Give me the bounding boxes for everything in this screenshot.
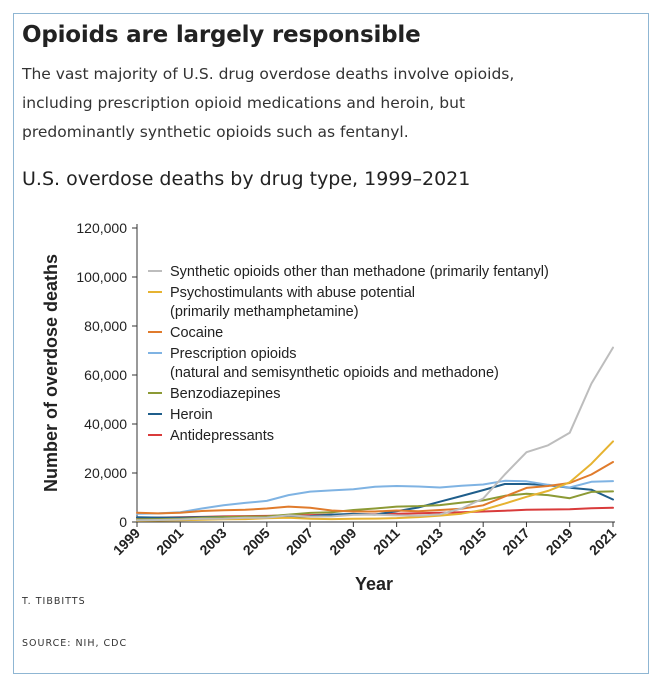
x-tick-label: 2017 <box>499 525 532 558</box>
card-description: The vast majority of U.S. drug overdose … <box>22 65 515 141</box>
series-line-cocaine <box>136 461 614 515</box>
legend-label: Prescription opioids (natural and semisyn… <box>170 346 499 381</box>
chart-title: U.S. overdose deaths by drug type, 1999–… <box>22 168 471 190</box>
legend-label: Heroin <box>170 407 213 423</box>
legend-label: Psychostimulants with abuse potential (pr… <box>170 285 415 320</box>
source-note: SOURCE: NIH, CDC <box>22 638 128 649</box>
y-tick-label: 80,000 <box>84 318 127 334</box>
series-line-synthetic-opioids-other-than-methadone-primarily-fentanyl <box>136 346 614 522</box>
x-tick-label: 2021 <box>586 525 619 558</box>
chart-legend: Synthetic opioids other than methadone (… <box>148 264 549 444</box>
x-axis-label: Year <box>355 574 393 594</box>
x-tick-label: 2019 <box>543 525 576 558</box>
y-tick-label: 100,000 <box>76 269 127 285</box>
chart-series-lines <box>136 346 614 522</box>
legend-label: Synthetic opioids other than methadone (… <box>170 264 549 280</box>
x-tick-label: 2001 <box>153 525 186 558</box>
y-axis-label: Number of overdose deaths <box>41 254 61 492</box>
y-tick-label: 120,000 <box>76 220 127 236</box>
photo-credit: T. TIBBITTS <box>22 596 86 607</box>
chart-card <box>13 13 649 674</box>
series-line-prescription-opioids <box>136 479 614 515</box>
x-tick-label: 2015 <box>456 525 489 558</box>
legend-label: Cocaine <box>170 325 223 341</box>
series-line-heroin <box>136 483 614 519</box>
y-tick-label: 0 <box>119 514 127 530</box>
x-tick-label: 2003 <box>196 525 229 558</box>
x-tick-label: 2009 <box>326 525 359 558</box>
y-tick-label: 20,000 <box>84 465 127 481</box>
x-tick-label: 2005 <box>240 525 273 558</box>
x-tick-label: 2013 <box>413 525 446 558</box>
x-tick-label: 2011 <box>370 525 403 558</box>
x-tick-label: 1999 <box>110 525 143 558</box>
legend-label: Antidepressants <box>170 428 274 444</box>
x-tick-label: 2007 <box>283 525 316 558</box>
card-title: Opioids are largely responsible <box>22 22 421 48</box>
y-tick-label: 60,000 <box>84 367 127 383</box>
y-tick-label: 40,000 <box>84 416 127 432</box>
legend-label: Benzodiazepines <box>170 386 280 402</box>
